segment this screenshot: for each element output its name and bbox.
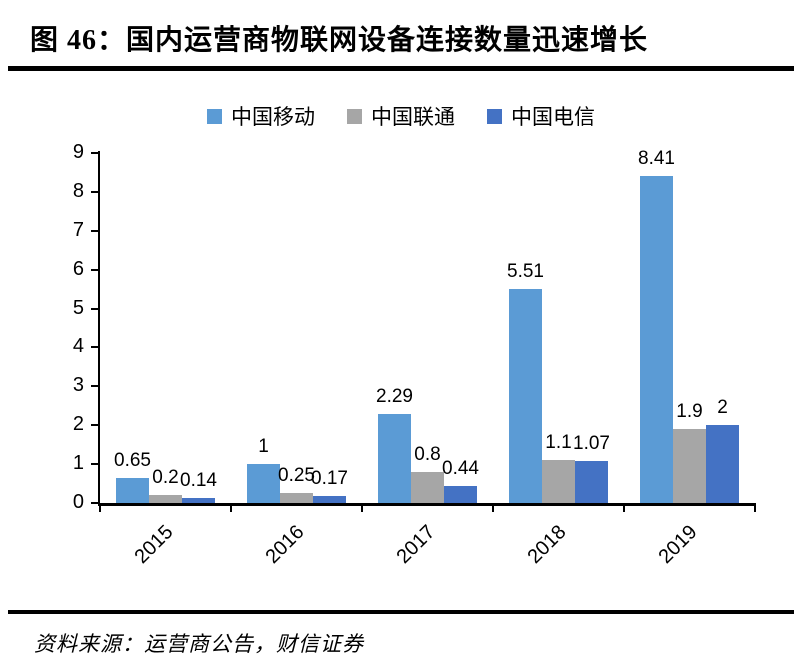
y-axis-tick	[91, 502, 98, 504]
bar-china-telecom-2015	[182, 497, 215, 503]
y-axis-tick	[91, 424, 98, 427]
legend-item-china-mobile: 中国移动	[207, 101, 315, 131]
value-label-china-mobile-2019: 8.41	[638, 147, 675, 169]
bar-china-unicom-2016	[280, 493, 313, 503]
x-axis-tick	[99, 503, 101, 512]
bar-china-unicom-2015	[149, 495, 182, 503]
y-axis-label: 8	[72, 179, 84, 202]
bar-china-mobile-2016	[247, 464, 280, 503]
legend-swatch-icon-china-mobile	[207, 108, 222, 124]
y-axis-label: 1	[72, 452, 84, 475]
bar-china-mobile-2017	[378, 413, 411, 503]
x-axis-tick	[230, 503, 232, 512]
x-axis-label-2016: 2016	[261, 521, 309, 569]
bar-china-telecom-2016	[313, 496, 346, 503]
x-axis-label-2018: 2018	[523, 521, 571, 569]
y-axis-tick	[91, 346, 98, 349]
x-axis-tick	[492, 503, 494, 512]
bar-china-mobile-2015	[116, 477, 149, 503]
value-label-china-telecom-2016: 0.17	[311, 468, 348, 490]
source-note: 资料来源：运营商公告，财信证券	[34, 632, 364, 656]
x-axis-label-2017: 2017	[392, 521, 440, 569]
y-axis-label: 7	[72, 218, 84, 241]
value-label-china-mobile-2016: 1	[258, 436, 269, 458]
y-axis-label: 0	[72, 491, 84, 513]
legend-swatch-icon-china-unicom	[347, 108, 362, 124]
y-axis-label: 9	[72, 141, 84, 163]
legend-item-china-unicom: 中国联通	[347, 101, 455, 131]
x-axis-tick	[754, 503, 756, 512]
bar-china-unicom-2017	[411, 471, 444, 503]
figure-title: 图 46：国内运营商物联网设备连接数量迅速增长	[30, 25, 649, 56]
y-axis-label: 3	[72, 374, 84, 397]
value-label-china-mobile-2015: 0.65	[114, 449, 151, 471]
bar-china-mobile-2019	[640, 175, 673, 503]
value-label-china-mobile-2017: 2.29	[376, 385, 413, 407]
y-axis-tick	[91, 229, 98, 232]
x-axis-label-2015: 2015	[130, 521, 178, 569]
x-axis-label-2019: 2019	[654, 521, 702, 569]
y-axis-tick	[91, 385, 98, 388]
y-axis-line	[98, 151, 100, 506]
value-label-china-unicom-2015: 0.2	[152, 467, 179, 489]
x-axis-tick	[361, 503, 363, 512]
legend-item-china-telecom: 中国电信	[487, 101, 595, 131]
value-label-china-unicom-2018: 1.1	[545, 432, 572, 454]
value-label-china-unicom-2017: 0.8	[414, 443, 441, 465]
bottom-divider	[8, 610, 794, 614]
legend-label-china-mobile: 中国移动	[231, 106, 315, 129]
y-axis-label: 2	[72, 413, 84, 436]
value-label-china-unicom-2016: 0.25	[278, 465, 315, 487]
chart-legend: 中国移动 中国联通 中国电信	[0, 101, 802, 131]
bar-china-mobile-2018	[509, 288, 542, 503]
value-label-china-telecom-2018: 1.07	[573, 433, 610, 455]
value-label-china-unicom-2019: 1.9	[676, 401, 703, 423]
y-axis-tick	[91, 307, 98, 310]
value-label-china-telecom-2017: 0.44	[442, 457, 479, 479]
x-axis-tick	[623, 503, 625, 512]
legend-swatch-icon-china-telecom	[487, 108, 502, 124]
legend-label-china-telecom: 中国电信	[511, 106, 595, 129]
value-label-china-telecom-2019: 2	[717, 397, 728, 419]
legend-label-china-unicom: 中国联通	[371, 106, 455, 129]
x-axis-line	[98, 503, 756, 506]
y-axis-tick	[91, 190, 98, 193]
value-label-china-telecom-2015: 0.14	[180, 469, 217, 491]
bar-china-unicom-2019	[673, 429, 706, 503]
y-axis-label: 4	[72, 335, 84, 358]
y-axis-tick	[91, 463, 98, 466]
y-axis-label: 6	[72, 257, 84, 280]
y-axis-label: 5	[72, 296, 84, 319]
bar-china-telecom-2019	[706, 425, 739, 503]
value-label-china-mobile-2018: 5.51	[507, 260, 544, 282]
y-axis-tick	[91, 268, 98, 271]
y-axis-tick	[91, 152, 98, 154]
bar-china-unicom-2018	[542, 460, 575, 503]
bar-china-telecom-2018	[575, 461, 608, 503]
bar-china-telecom-2017	[444, 485, 477, 503]
top-divider	[8, 66, 794, 71]
